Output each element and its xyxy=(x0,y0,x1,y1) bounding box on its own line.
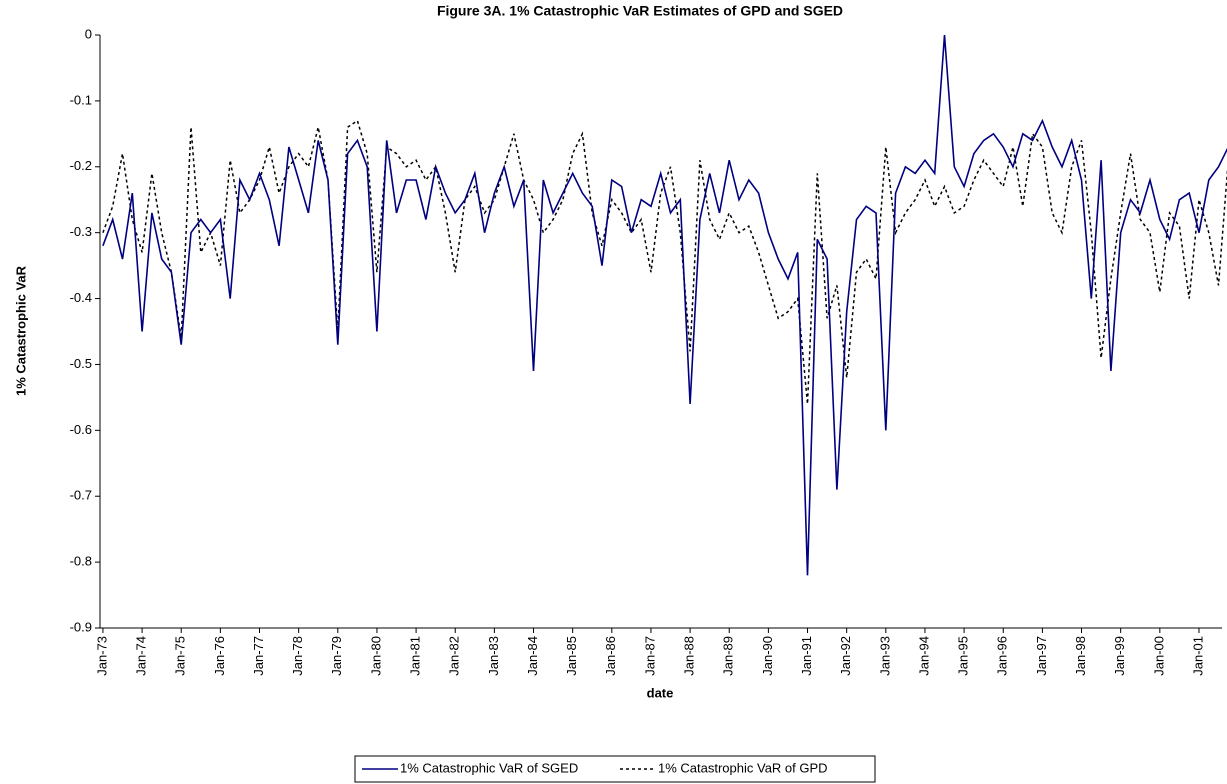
x-tick-label: Jan-82 xyxy=(447,636,462,676)
legend-label: 1% Catastrophic VaR of GPD xyxy=(658,760,828,775)
series-line xyxy=(102,119,1227,405)
series-line xyxy=(102,34,1227,576)
x-tick-label: Jan-95 xyxy=(956,636,971,676)
x-tick-label: Jan-84 xyxy=(525,636,540,676)
y-tick-label: -0.5 xyxy=(70,356,92,371)
y-tick-label: -0.3 xyxy=(70,224,92,239)
y-tick-label: -0.7 xyxy=(70,488,92,503)
x-tick-label: Jan-97 xyxy=(1034,636,1049,676)
x-tick-label: Jan-78 xyxy=(290,636,305,676)
x-tick-label: Jan-00 xyxy=(1151,636,1166,676)
x-tick-label: Jan-01 xyxy=(1190,636,1205,676)
x-tick-label: Jan-80 xyxy=(368,636,383,676)
x-tick-label: Jan-83 xyxy=(486,636,501,676)
x-tick-label: Jan-86 xyxy=(603,636,618,676)
x-tick-label: Jan-75 xyxy=(173,636,188,676)
x-tick-label: Jan-74 xyxy=(134,636,149,676)
y-tick-label: -0.9 xyxy=(70,619,92,634)
x-tick-label: Jan-81 xyxy=(408,636,423,676)
x-tick-label: Jan-77 xyxy=(251,636,266,676)
x-axis-label: date xyxy=(647,685,674,700)
legend-box xyxy=(354,755,876,783)
x-tick-label: Jan-73 xyxy=(94,636,109,676)
x-tick-label: Jan-89 xyxy=(721,636,736,676)
x-tick-label: Jan-91 xyxy=(799,636,814,676)
y-tick-label: 0 xyxy=(85,26,92,41)
x-tick-label: Jan-76 xyxy=(212,636,227,676)
x-tick-label: Jan-96 xyxy=(995,636,1010,676)
x-tick-label: Jan-85 xyxy=(564,636,579,676)
x-tick-label: Jan-79 xyxy=(329,636,344,676)
x-tick-label: Jan-92 xyxy=(838,636,853,676)
legend-label: 1% Catastrophic VaR of SGED xyxy=(400,760,578,775)
x-tick-label: Jan-94 xyxy=(916,636,931,676)
y-tick-label: -0.1 xyxy=(70,92,92,107)
x-tick-label: Jan-98 xyxy=(1073,636,1088,676)
x-tick-label: Jan-93 xyxy=(877,636,892,676)
y-tick-label: -0.6 xyxy=(70,422,92,437)
y-tick-label: -0.4 xyxy=(70,290,92,305)
chart-title: Figure 3A. 1% Catastrophic VaR Estimates… xyxy=(437,3,843,19)
y-tick-label: -0.8 xyxy=(70,554,92,569)
x-tick-label: Jan-99 xyxy=(1112,636,1127,676)
x-tick-label: Jan-88 xyxy=(682,636,697,676)
y-tick-label: -0.2 xyxy=(70,158,92,173)
x-tick-label: Jan-90 xyxy=(760,636,775,676)
x-tick-label: Jan-87 xyxy=(642,636,657,676)
y-axis-label: 1% Catastrophic VaR xyxy=(13,265,28,396)
